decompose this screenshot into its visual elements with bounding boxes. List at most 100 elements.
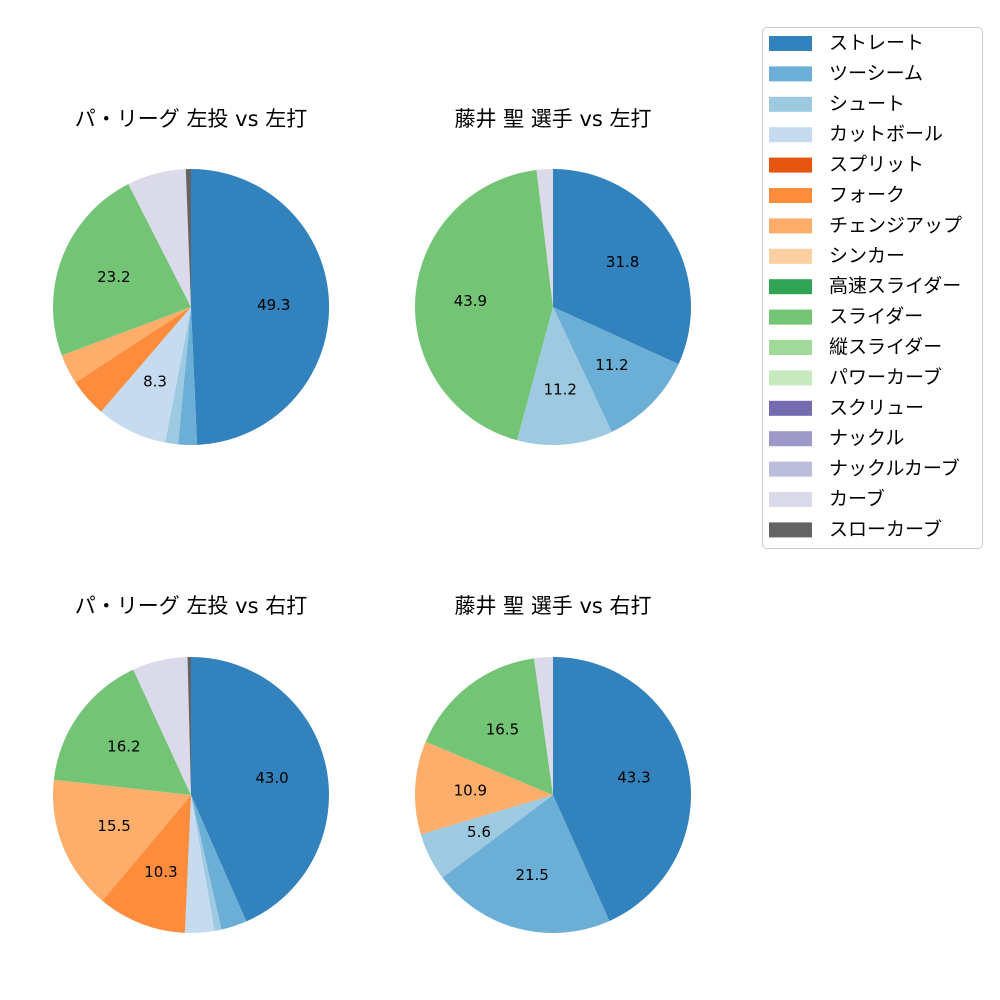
pie-slice-8 xyxy=(128,169,191,307)
pie-slice-3 xyxy=(165,307,191,445)
legend-label: スプリット xyxy=(829,154,924,176)
legend-label: ストレート xyxy=(829,32,924,54)
pie-slice-5 xyxy=(536,169,553,307)
pie-slice-6 xyxy=(53,779,191,901)
legend-swatch xyxy=(769,279,812,295)
legend-swatch xyxy=(769,188,812,203)
legend-item: チェンジアップ xyxy=(769,214,962,236)
pie-slice-7 xyxy=(53,184,192,356)
legend-swatch xyxy=(769,461,812,477)
legend-label: カットボール xyxy=(829,123,943,145)
pie-slice-1 xyxy=(191,168,330,445)
legend-item: スライダー xyxy=(769,306,923,328)
legend-label: スライダー xyxy=(829,306,923,328)
legend-item: シンカー xyxy=(769,245,905,267)
legend-swatch xyxy=(769,96,812,112)
chart-title: 藤井 聖 選手 vs 左打 xyxy=(454,107,651,131)
slice-value-label: 8.3 xyxy=(143,373,167,391)
pie-slice-2 xyxy=(178,307,198,446)
pie-slice-6 xyxy=(61,307,192,383)
legend-item: 縦スライダー xyxy=(769,336,942,358)
pie-slice-3 xyxy=(191,795,222,931)
legend-swatch xyxy=(769,431,812,447)
legend-label: フォーク xyxy=(829,184,905,206)
chart-title: 藤井 聖 選手 vs 右打 xyxy=(454,594,651,618)
pie-slice-4 xyxy=(101,307,191,443)
legend-label: チェンジアップ xyxy=(829,214,962,236)
pie-slice-4 xyxy=(184,795,215,933)
slice-value-label: 15.5 xyxy=(97,817,130,835)
pie-slice-2 xyxy=(442,795,610,933)
pie-slice-3 xyxy=(420,795,553,878)
legend-swatch xyxy=(769,309,812,325)
legend-swatch xyxy=(769,248,812,264)
legend-item: スプリット xyxy=(769,154,924,176)
chart-title: パ・リーグ 左投 vs 左打 xyxy=(75,107,307,131)
slice-value-label: 23.2 xyxy=(97,268,130,286)
slice-value-label: 49.3 xyxy=(257,296,290,314)
legend-item: ナックル xyxy=(769,427,904,449)
slice-value-label: 10.9 xyxy=(454,782,487,800)
slice-value-label: 5.6 xyxy=(467,823,491,841)
legend-item: シュート xyxy=(769,93,905,115)
pie-slice-1 xyxy=(553,169,691,365)
pie-slice-6 xyxy=(533,657,553,795)
legend-label: 縦スライダー xyxy=(829,336,942,358)
legend-swatch xyxy=(769,66,812,82)
pie-panel-2: 藤井 聖 選手 vs 左打 31.8 11.2 11.2 43.9 xyxy=(414,107,691,446)
pie-slice-2 xyxy=(191,795,247,930)
slice-value-label: 43.0 xyxy=(255,769,288,787)
legend-swatch xyxy=(769,400,812,416)
pie-slice-9 xyxy=(187,656,191,795)
legend: ストレートツーシームシュートカットボールスプリットフォークチェンジアップシンカー… xyxy=(762,27,983,549)
legend-label: シンカー xyxy=(829,245,905,267)
legend-frame xyxy=(762,27,983,549)
legend-label: ツーシーム xyxy=(829,62,923,84)
legend-label: 高速スライダー xyxy=(829,275,961,297)
slice-value-label: 11.2 xyxy=(595,356,628,374)
legend-label: カーブ xyxy=(829,487,885,510)
legend-item: パワーカーブ xyxy=(769,365,942,388)
slice-value-label: 11.2 xyxy=(544,380,577,398)
legend-item: フォーク xyxy=(769,184,905,206)
legend-swatch xyxy=(769,218,812,234)
legend-swatch xyxy=(769,370,812,386)
chart-title: パ・リーグ 左投 vs 右打 xyxy=(75,594,307,618)
slice-value-label: 43.3 xyxy=(617,769,650,787)
legend-label: ナックルカーブ xyxy=(829,457,960,480)
pie-slice-8 xyxy=(133,657,191,795)
pie-slice-3 xyxy=(517,307,612,446)
pie-slice-5 xyxy=(102,795,191,933)
legend-label: シュート xyxy=(829,93,905,115)
legend-item: ツーシーム xyxy=(769,62,923,84)
legend-swatch xyxy=(769,157,812,173)
legend-label: スクリュー xyxy=(829,397,924,419)
slice-value-label: 43.9 xyxy=(454,292,487,310)
legend-swatch xyxy=(769,492,812,507)
legend-item: スクリュー xyxy=(769,397,924,419)
pie-slice-1 xyxy=(553,657,691,921)
legend-swatch xyxy=(769,127,812,143)
pie-panel-1: パ・リーグ 左投 vs 左打 49.3 8.3 23.2 xyxy=(53,107,330,446)
legend-item: ストレート xyxy=(769,32,924,54)
slice-value-label: 16.5 xyxy=(486,720,519,738)
legend-item: カーブ xyxy=(769,487,885,510)
legend-swatch xyxy=(769,36,812,51)
pie-slice-2 xyxy=(553,307,679,432)
pie-slice-1 xyxy=(191,657,329,922)
pie-slice-4 xyxy=(414,741,553,835)
legend-item: スローカーブ xyxy=(769,517,942,540)
pie-slice-7 xyxy=(53,669,191,795)
pie-slice-5 xyxy=(75,307,191,412)
slice-value-label: 10.3 xyxy=(144,863,177,881)
legend-swatch xyxy=(769,340,812,355)
legend-item: 高速スライダー xyxy=(769,275,961,297)
slice-value-label: 31.8 xyxy=(606,253,639,271)
slice-value-label: 21.5 xyxy=(515,866,548,884)
pie-panel-3: パ・リーグ 左投 vs 右打 43.0 10.3 15.5 16.2 xyxy=(53,594,329,933)
pie-slice-5 xyxy=(425,658,553,795)
pie-slice-4 xyxy=(414,169,553,441)
legend-label: パワーカーブ xyxy=(829,365,942,388)
pie-panel-4: 藤井 聖 選手 vs 右打 43.3 21.5 5.6 10.9 16.5 xyxy=(414,594,691,933)
